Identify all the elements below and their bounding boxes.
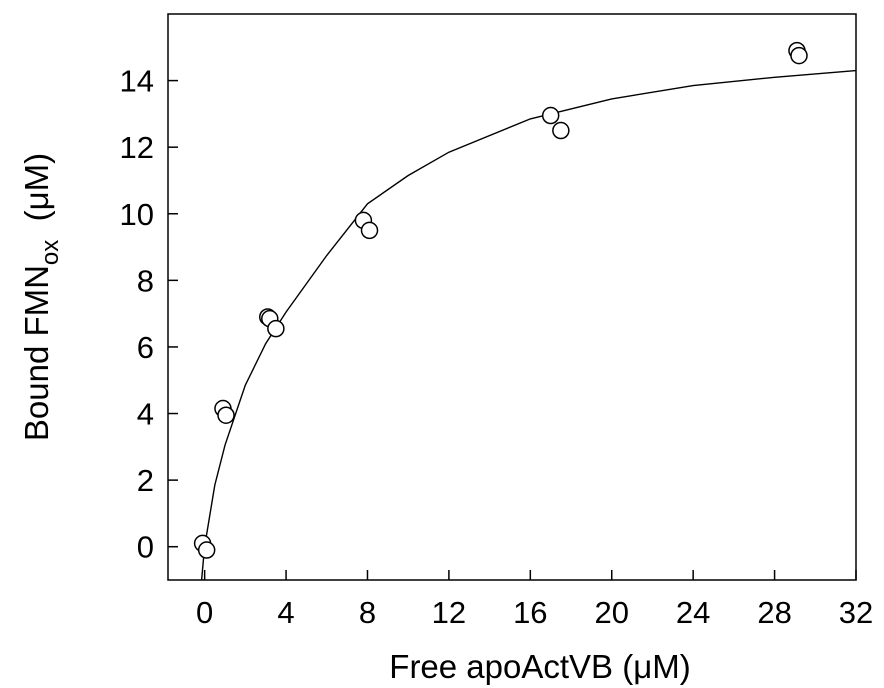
- x-tick-label: 12: [432, 595, 466, 630]
- y-axis-title-main: Bound FMN: [18, 265, 55, 441]
- x-tick-label: 24: [676, 595, 710, 630]
- x-tick-label: 28: [757, 595, 791, 630]
- y-tick-label: 12: [120, 130, 154, 165]
- x-tick-label: 4: [277, 595, 294, 630]
- x-axis-ticks: 0 4 8 12 16 20 24 28 32: [196, 570, 873, 630]
- data-point: [197, 541, 216, 559]
- data-point: [541, 106, 560, 125]
- y-tick-label: 4: [137, 397, 154, 432]
- x-tick-label: 32: [839, 595, 873, 630]
- y-axis-ticks: 0 2 4 6 8 10 12 14: [120, 64, 178, 565]
- data-point: [360, 221, 379, 240]
- x-tick-label: 0: [196, 595, 213, 630]
- y-tick-label: 14: [120, 64, 154, 99]
- y-axis-title-subscript: ox: [37, 240, 64, 265]
- data-point: [552, 121, 570, 140]
- fit-curve: [200, 69, 857, 581]
- data-point: [790, 46, 808, 65]
- y-tick-label: 8: [137, 263, 154, 298]
- data-point: [267, 319, 285, 338]
- x-tick-label: 16: [513, 595, 547, 630]
- plot-frame: [167, 13, 857, 581]
- y-tick-label: 10: [120, 197, 154, 232]
- y-tick-label: 2: [137, 463, 154, 498]
- y-tick-label: 0: [137, 530, 154, 565]
- x-tick-label: 20: [594, 595, 628, 630]
- x-tick-label: 8: [359, 595, 376, 630]
- x-axis-title: Free apoActVB (μM): [389, 648, 690, 685]
- y-axis-title: Bound FMNox (μM): [18, 153, 64, 441]
- y-tick-label: 6: [137, 330, 154, 365]
- data-point: [217, 406, 235, 424]
- y-axis-title-unit: (μM): [18, 153, 55, 240]
- data-points: [193, 41, 808, 559]
